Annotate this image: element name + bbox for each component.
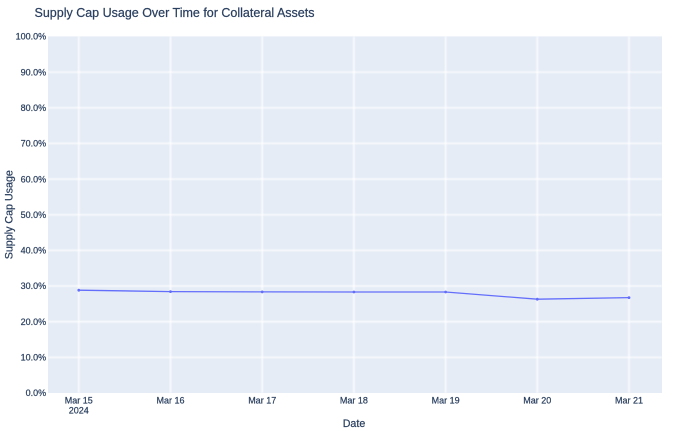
- svg-text:40.0%: 40.0%: [21, 246, 47, 256]
- svg-text:90.0%: 90.0%: [21, 67, 47, 77]
- svg-text:Supply Cap Usage: Supply Cap Usage: [4, 170, 16, 259]
- svg-text:Mar 18: Mar 18: [340, 395, 368, 405]
- svg-text:Mar 17: Mar 17: [248, 395, 276, 405]
- svg-text:Mar 19: Mar 19: [432, 395, 460, 405]
- svg-text:2024: 2024: [69, 406, 89, 416]
- svg-text:70.0%: 70.0%: [21, 139, 47, 149]
- svg-text:20.0%: 20.0%: [21, 317, 47, 327]
- svg-text:Mar 21: Mar 21: [615, 395, 643, 405]
- svg-text:Mar 15: Mar 15: [65, 395, 93, 405]
- svg-text:0.0%: 0.0%: [26, 388, 47, 398]
- svg-text:50.0%: 50.0%: [21, 210, 47, 220]
- svg-text:80.0%: 80.0%: [21, 103, 47, 113]
- svg-text:100.0%: 100.0%: [16, 32, 47, 42]
- svg-text:10.0%: 10.0%: [21, 353, 47, 363]
- svg-text:60.0%: 60.0%: [21, 174, 47, 184]
- svg-text:Date: Date: [343, 418, 366, 430]
- svg-text:30.0%: 30.0%: [21, 281, 47, 291]
- svg-text:Supply Cap Usage Over Time for: Supply Cap Usage Over Time for Collatera…: [35, 6, 315, 20]
- svg-text:Mar 16: Mar 16: [156, 395, 184, 405]
- svg-text:Mar 20: Mar 20: [523, 395, 551, 405]
